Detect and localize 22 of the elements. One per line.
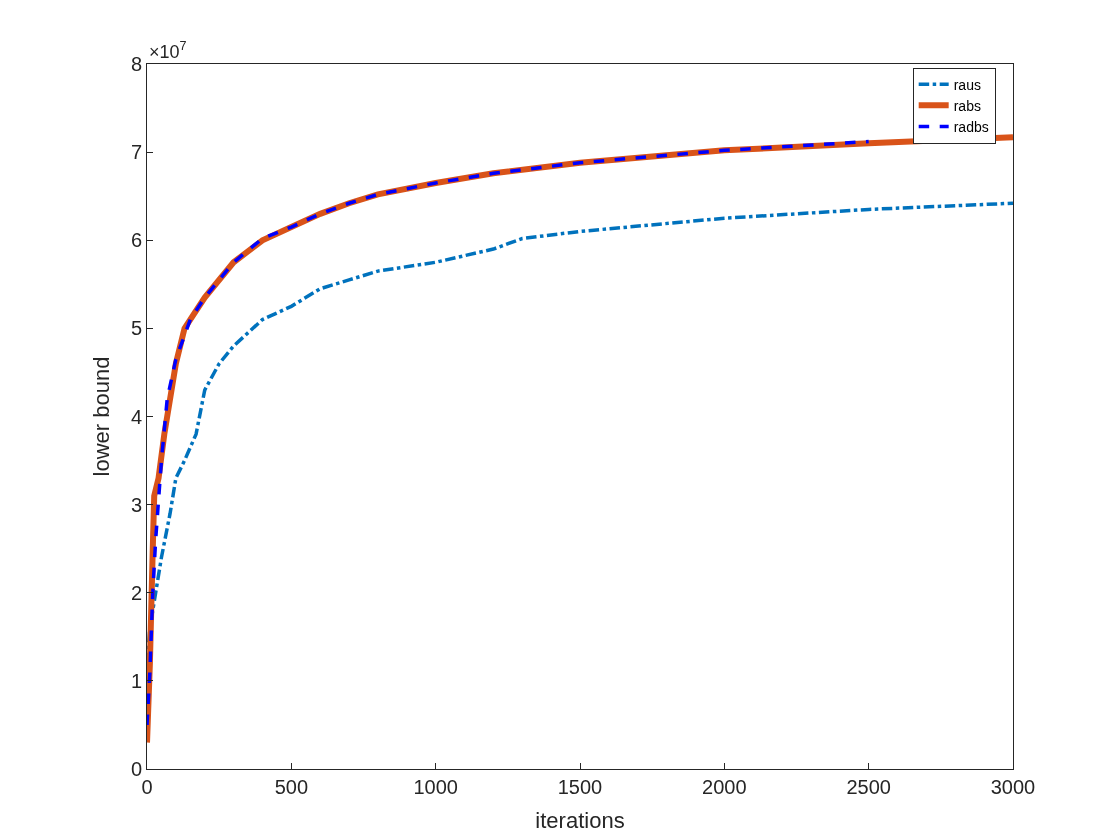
x-tick-label: 1500 — [557, 776, 603, 798]
y-tick-label: 0 — [130, 758, 142, 780]
x-tick-label: 2500 — [846, 776, 891, 798]
y-tick-label: 3 — [130, 493, 142, 516]
legend-label: rabs — [953, 97, 981, 114]
text: ×10$^{7}$ — [149, 39, 187, 62]
x-axis-title: iterations — [535, 807, 625, 833]
y-tick-label: 8 — [130, 53, 142, 75]
x-tick-label: 1000 — [413, 776, 458, 798]
x-tick-label: 500 — [274, 776, 309, 798]
y-tick-label: 6 — [130, 229, 142, 252]
y-tick-label: 4 — [130, 405, 142, 428]
y-tick-label: 5 — [130, 317, 142, 340]
legend-label: radbs — [953, 118, 989, 135]
y-tick-label: 2 — [130, 581, 142, 604]
x-tick-label: 2000 — [702, 776, 747, 798]
legend-label: raus — [953, 76, 981, 93]
x-tick-label: 3000 — [990, 776, 1036, 798]
line-series — [147, 139, 871, 727]
y-axis-title: lower bound — [88, 356, 114, 477]
y-tick-label: 1 — [130, 669, 142, 692]
y-tick-label: 7 — [130, 141, 142, 164]
